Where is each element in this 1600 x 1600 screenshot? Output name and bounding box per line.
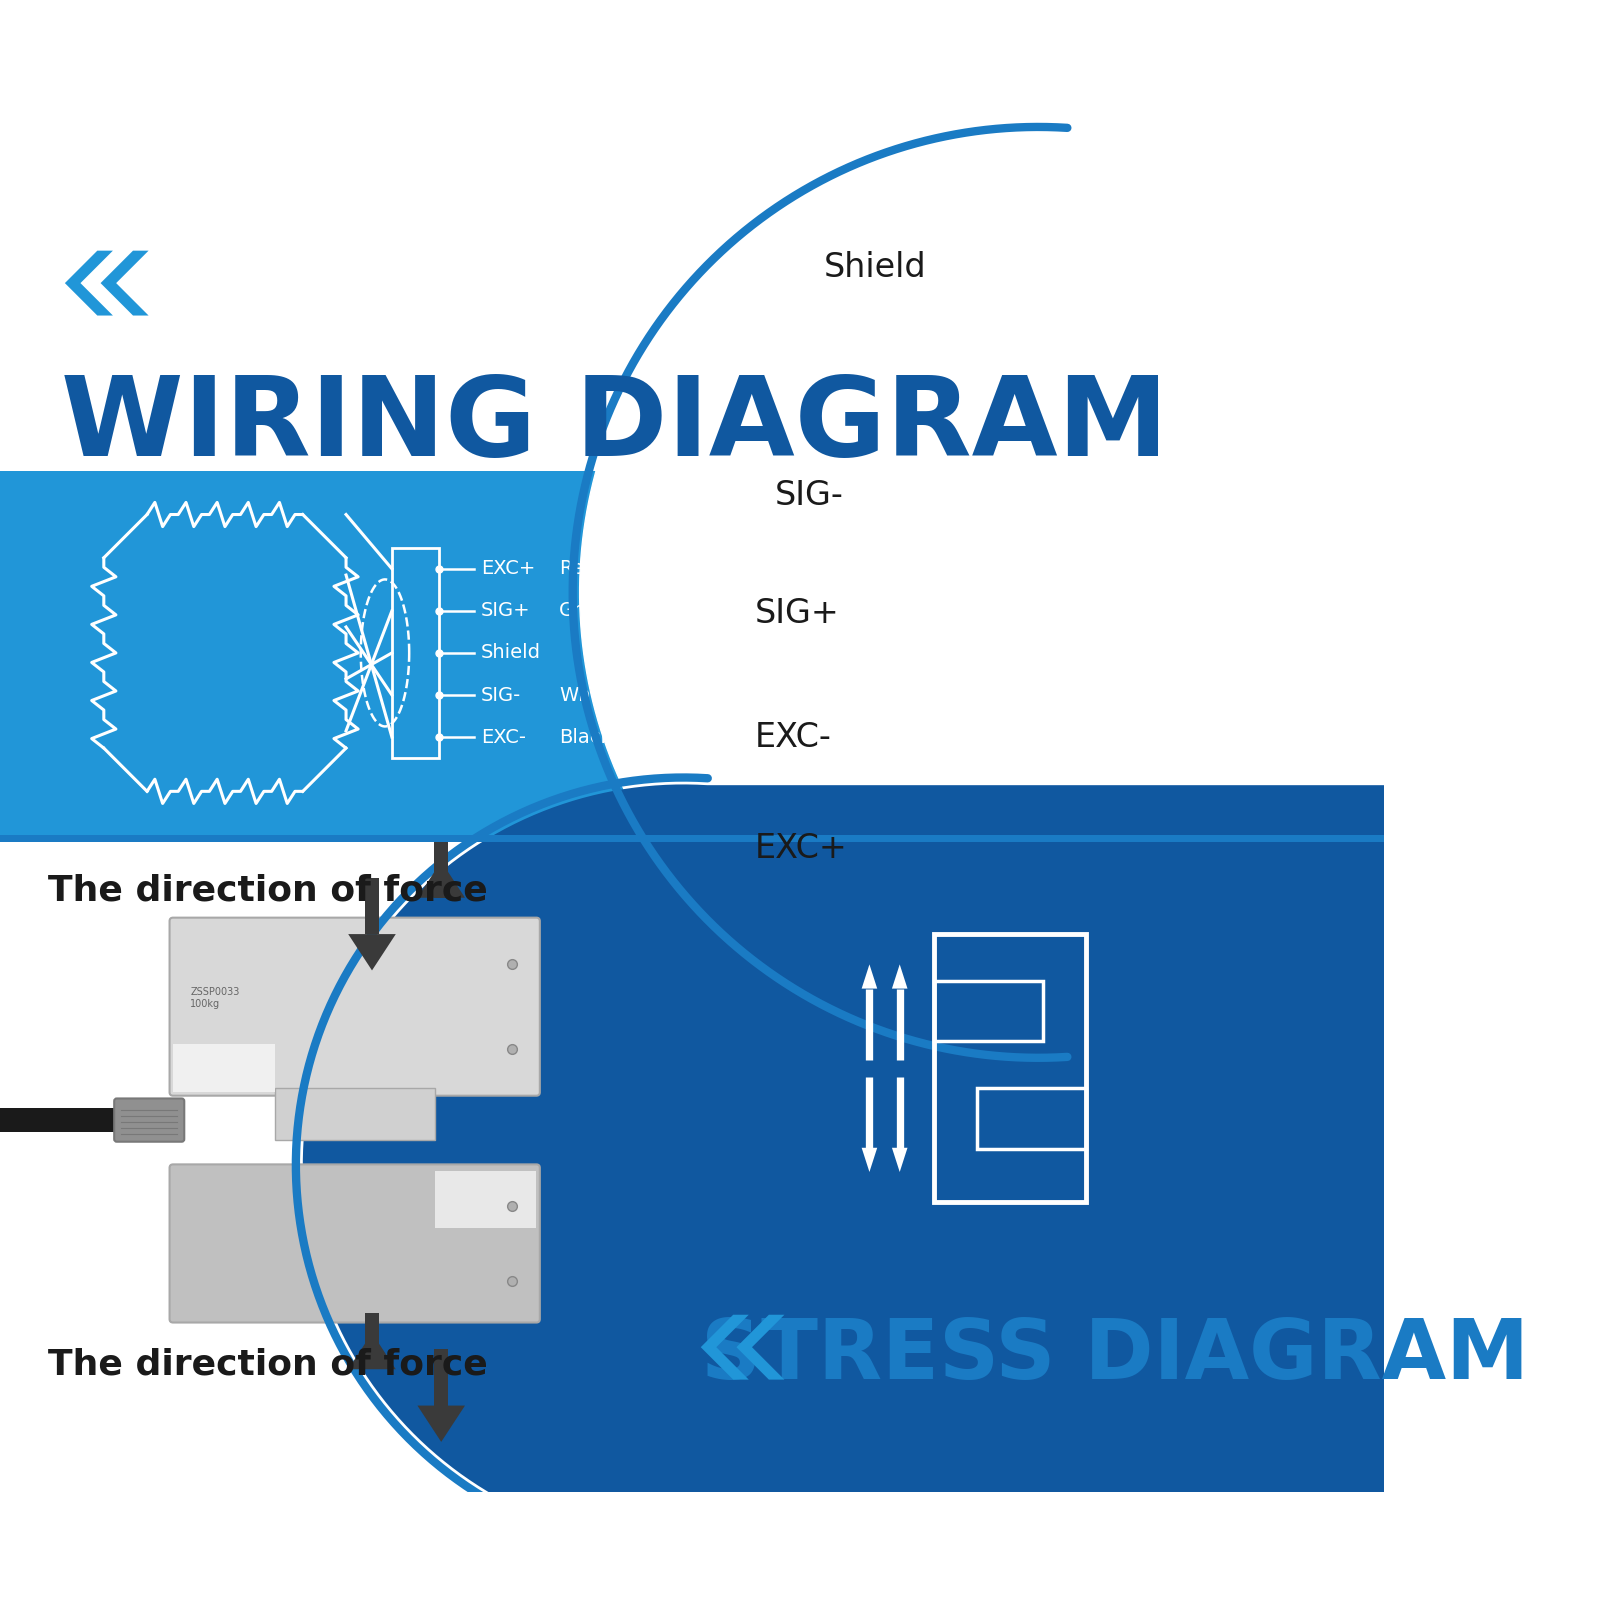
Text: Shield: Shield xyxy=(482,643,541,662)
Polygon shape xyxy=(579,134,1496,1051)
Bar xyxy=(0,838,1384,1493)
Text: STRESS DIAGRAM: STRESS DIAGRAM xyxy=(701,1315,1530,1395)
FancyBboxPatch shape xyxy=(114,1099,184,1142)
Text: EXC-: EXC- xyxy=(754,722,832,754)
Bar xyxy=(978,1088,1086,1147)
Bar xyxy=(0,107,709,472)
Text: Red: Red xyxy=(558,560,595,578)
Bar xyxy=(934,934,1086,1202)
Bar xyxy=(434,1349,448,1405)
Bar xyxy=(934,981,1043,1042)
Polygon shape xyxy=(891,965,907,989)
Polygon shape xyxy=(862,1147,877,1171)
Text: SIG-: SIG- xyxy=(482,685,522,704)
Text: SIG+: SIG+ xyxy=(754,597,838,630)
Text: WIRING DIAGRAM: WIRING DIAGRAM xyxy=(61,371,1168,478)
Polygon shape xyxy=(349,1333,395,1370)
Bar xyxy=(976,1088,1086,1149)
Polygon shape xyxy=(101,251,149,315)
Bar xyxy=(173,1045,275,1093)
Bar xyxy=(365,878,379,934)
Text: ZSSP0033
100kg: ZSSP0033 100kg xyxy=(190,987,240,1010)
Bar xyxy=(0,462,1384,835)
Text: Black: Black xyxy=(558,728,611,747)
Bar xyxy=(365,1314,379,1370)
FancyBboxPatch shape xyxy=(170,1165,539,1323)
Bar xyxy=(0,835,1384,842)
Bar xyxy=(435,1171,536,1229)
Text: EXC-: EXC- xyxy=(482,728,526,747)
Polygon shape xyxy=(349,934,395,971)
Bar xyxy=(392,547,440,758)
Text: White: White xyxy=(558,685,616,704)
Polygon shape xyxy=(862,965,877,989)
Bar xyxy=(434,842,448,898)
Bar xyxy=(0,107,1384,472)
Polygon shape xyxy=(418,861,466,898)
Polygon shape xyxy=(66,251,114,315)
Bar xyxy=(275,1088,435,1139)
Polygon shape xyxy=(418,1405,466,1442)
Text: SIG+: SIG+ xyxy=(482,602,531,621)
Text: EXC+: EXC+ xyxy=(482,560,536,578)
Bar xyxy=(934,981,1043,1042)
Text: The direction of force: The direction of force xyxy=(48,874,488,907)
Text: SIG-: SIG- xyxy=(774,478,845,512)
FancyBboxPatch shape xyxy=(170,918,539,1096)
Text: EXC+: EXC+ xyxy=(754,832,846,866)
Polygon shape xyxy=(701,1315,749,1379)
Bar xyxy=(0,1107,117,1133)
Polygon shape xyxy=(302,784,1384,1546)
Bar xyxy=(934,981,1043,1040)
Text: The direction of force: The direction of force xyxy=(48,1347,488,1381)
Polygon shape xyxy=(736,1315,784,1379)
Text: Green: Green xyxy=(558,602,618,621)
Text: Shield: Shield xyxy=(824,251,926,283)
Polygon shape xyxy=(891,1147,907,1171)
